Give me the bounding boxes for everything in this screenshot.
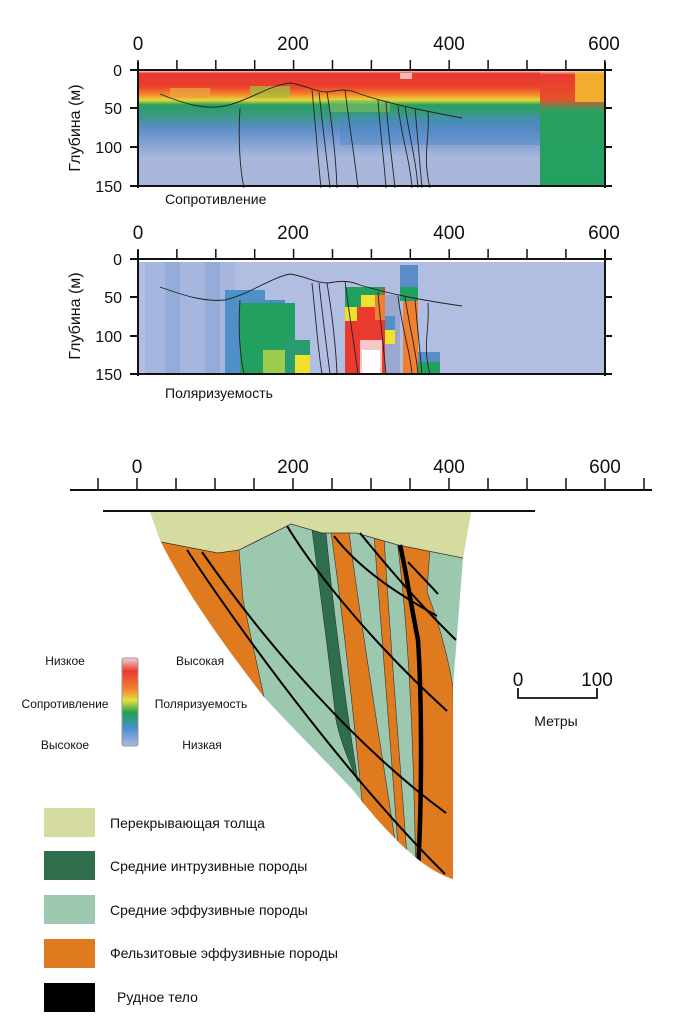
depth-tick-label: 0 <box>113 252 122 269</box>
legend-swatch-volcanics <box>44 895 95 924</box>
colorbar-label: Сопротивление <box>22 697 109 711</box>
y-axis-label: Глубина (м) <box>67 84 84 171</box>
legend-swatch-felsic <box>44 939 95 968</box>
x-tick-label: 400 <box>433 34 465 55</box>
intermediate-intrusive-band <box>311 529 359 783</box>
colorbar <box>121 657 139 747</box>
x-tick-label: 200 <box>277 457 309 478</box>
colorbar-label: Низкая <box>182 738 222 752</box>
scale-end: 100 <box>581 670 613 691</box>
x-tick-label: 400 <box>433 457 465 478</box>
x-tick-label: 0 <box>132 457 143 478</box>
legend-label: Рудное тело <box>117 989 198 1005</box>
resistivity-heatmap <box>138 70 605 186</box>
x-tick-label: 600 <box>588 34 620 55</box>
depth-tick-label: 50 <box>104 290 122 307</box>
depth-tick-label: 150 <box>95 367 122 384</box>
legend-label: Средние эффузивные породы <box>110 902 308 918</box>
colorbar-label: Высокое <box>41 738 89 752</box>
legend-swatch-ore <box>44 983 95 1012</box>
depth-tick-label: 150 <box>95 179 122 196</box>
legend-label: Перекрывающая толща <box>110 815 265 831</box>
polarizability-panel: 0 200 400 600 0 50 100 150 Глубина (м) П… <box>67 223 620 401</box>
depth-tick-label: 50 <box>104 101 122 118</box>
panel-caption: Сопротивление <box>165 191 267 207</box>
overburden <box>150 512 471 561</box>
colorbar-legend: Низкое Сопротивление Высокое Высокая Пол… <box>22 654 248 752</box>
legend-label: Средние интрузивные породы <box>110 858 307 874</box>
legend-swatch-overburden <box>44 808 95 837</box>
resistivity-panel: 0 200 400 600 0 50 100 150 Глубина (м) С… <box>67 34 620 207</box>
x-tick-label: 600 <box>589 457 621 478</box>
ore-body <box>397 544 424 871</box>
x-tick-label: 0 <box>133 34 144 55</box>
legend-label: Фельзитовые эффузивные породы <box>110 945 338 961</box>
x-tick-label: 600 <box>588 223 620 244</box>
depth-tick-label: 100 <box>95 329 122 346</box>
x-tick-label: 0 <box>133 223 144 244</box>
panel-caption: Поляризуемость <box>165 385 273 401</box>
colorbar-label: Поляризуемость <box>155 697 248 711</box>
legend: Перекрывающая толща Средние интрузивные … <box>44 808 338 1012</box>
scale-bar: 0 100 Метры <box>513 670 613 729</box>
depth-tick-label: 0 <box>113 63 122 80</box>
x-tick-label: 200 <box>277 223 309 244</box>
x-tick-label: 200 <box>277 34 309 55</box>
scale-unit: Метры <box>534 713 577 729</box>
scale-start: 0 <box>513 670 524 691</box>
x-tick-label: 400 <box>433 223 465 244</box>
depth-tick-label: 100 <box>95 140 122 157</box>
legend-swatch-intrusive <box>44 851 95 880</box>
y-axis-label: Глубина (м) <box>67 272 84 359</box>
colorbar-label: Высокая <box>176 654 224 668</box>
colorbar-label: Низкое <box>45 654 85 668</box>
